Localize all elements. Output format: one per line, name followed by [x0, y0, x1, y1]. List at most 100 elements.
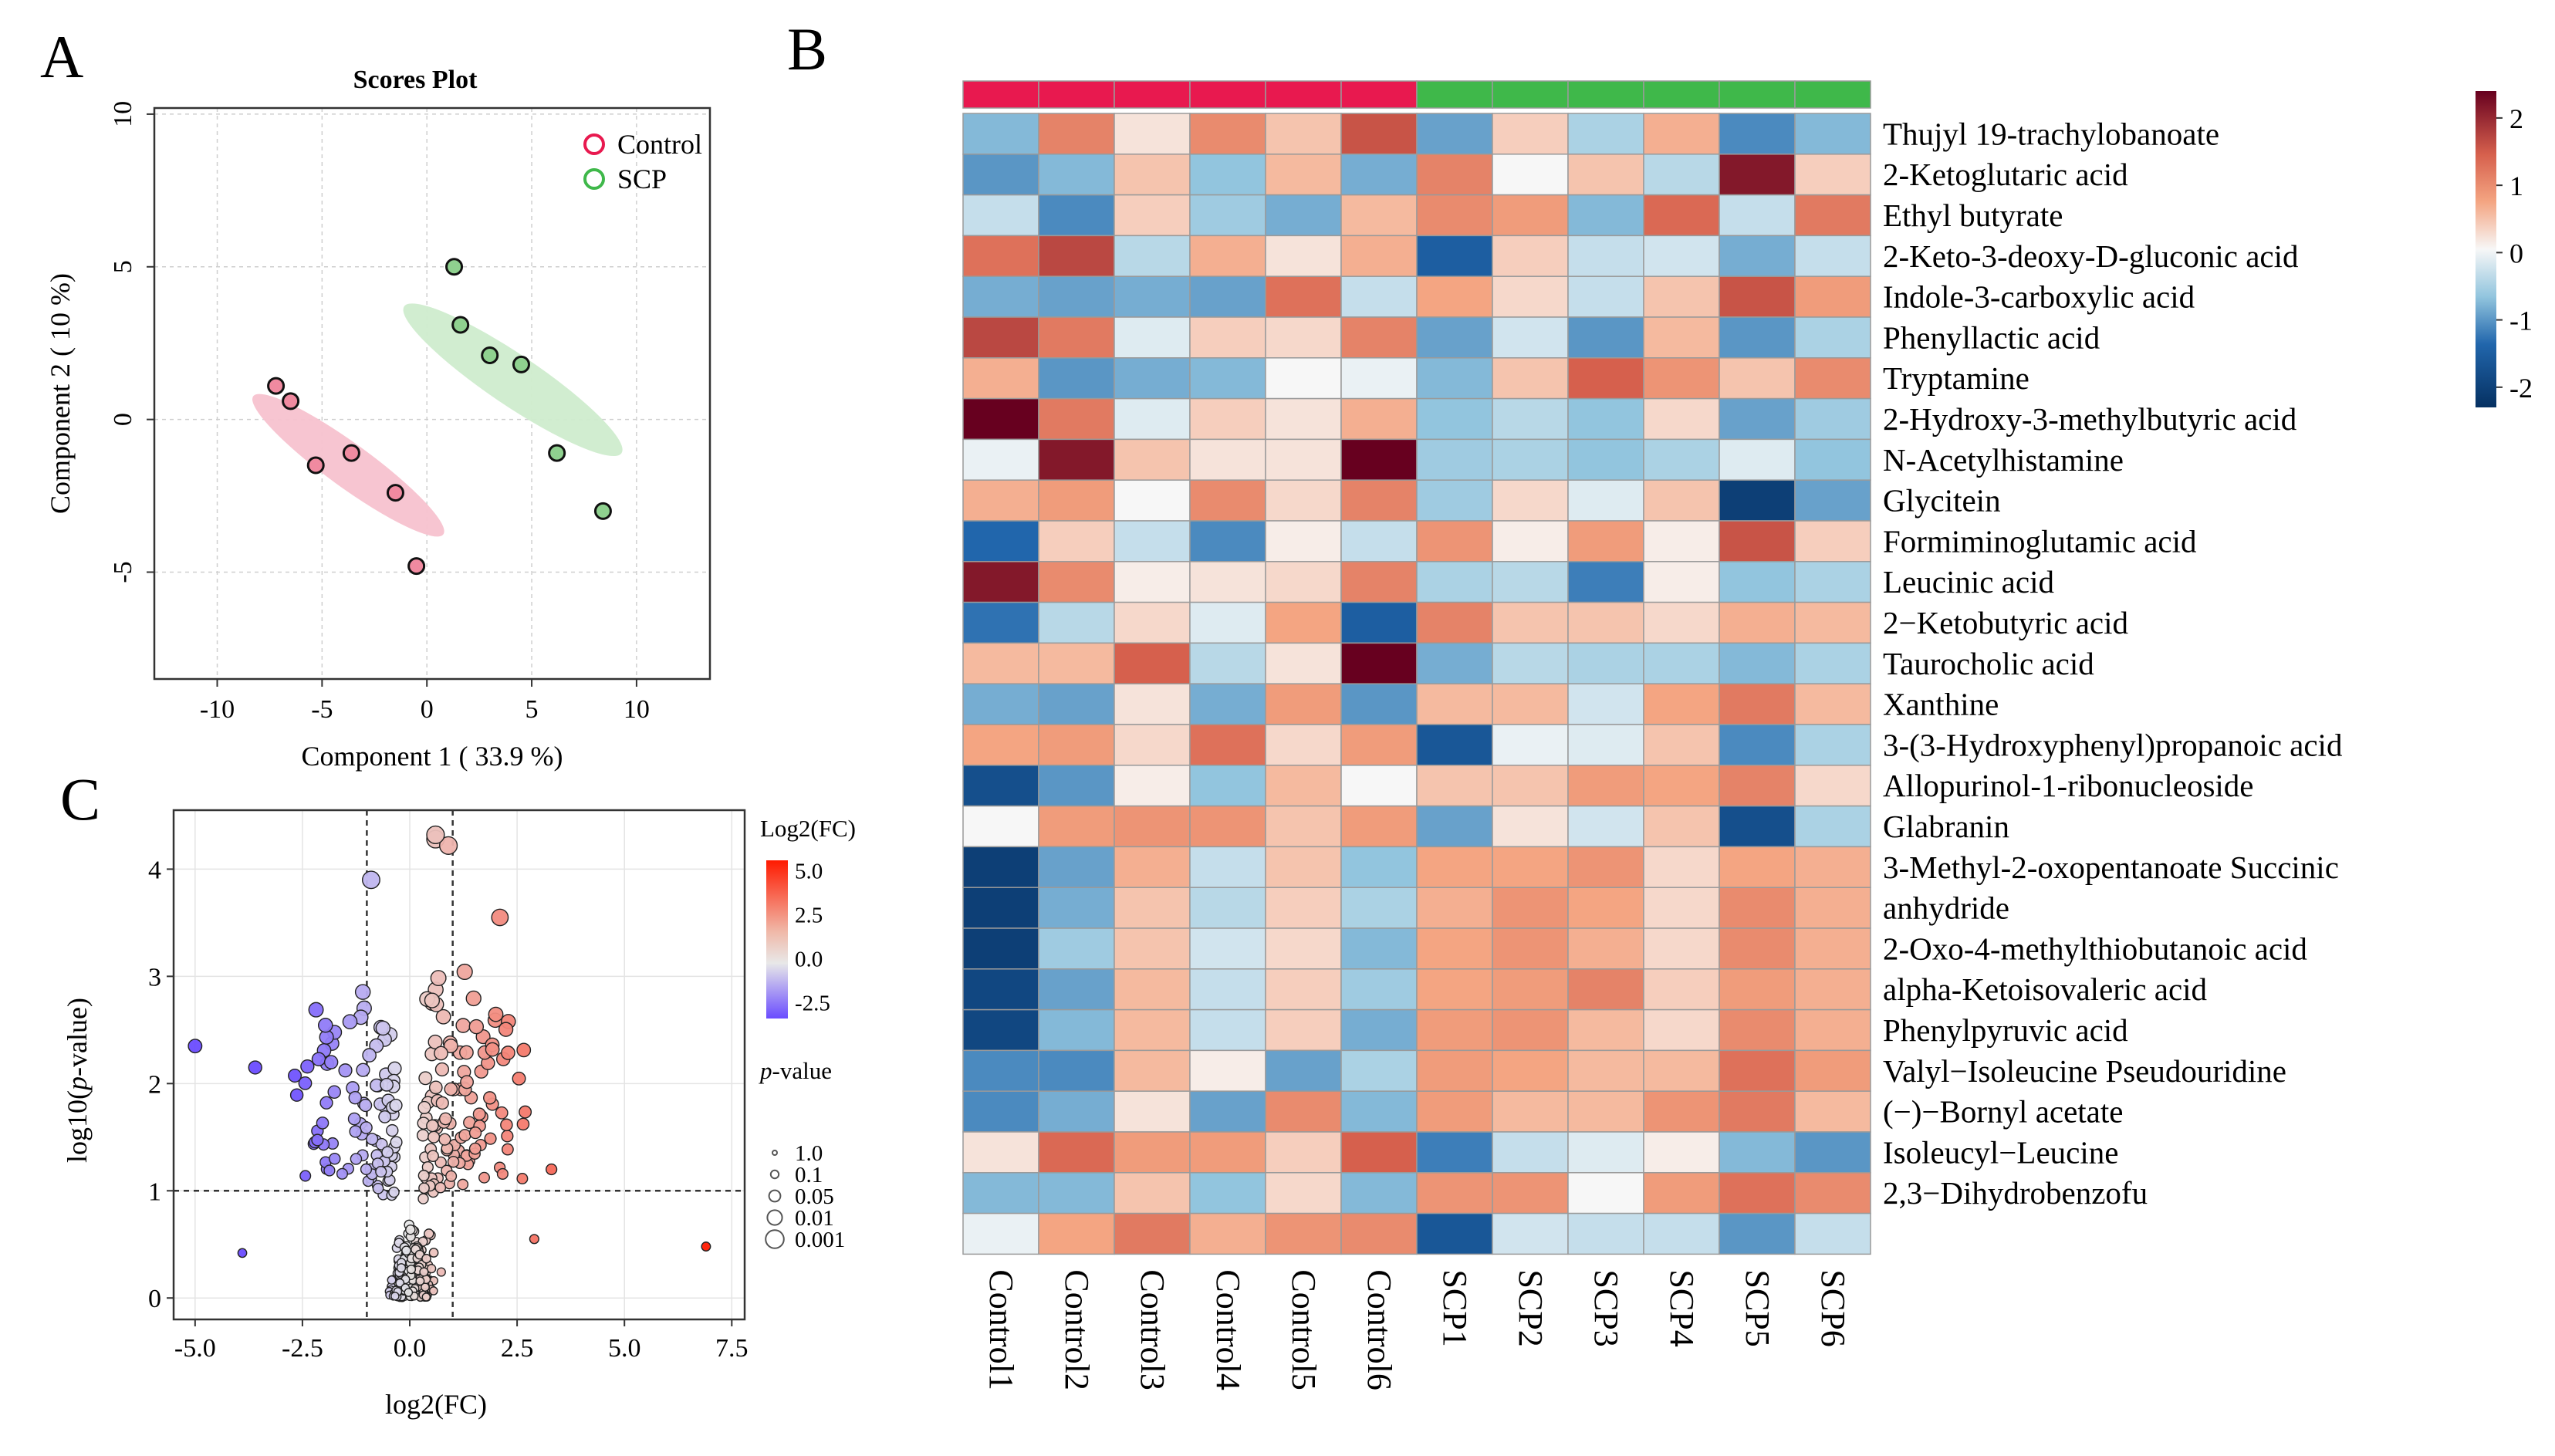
heatmap-cell	[1567, 479, 1644, 522]
heatmap-cell	[1567, 1172, 1644, 1214]
heatmap-cell	[1719, 154, 1796, 196]
group-bar-control	[1265, 80, 1342, 109]
heatmap-cell	[1643, 927, 1720, 970]
volcano-point	[338, 1063, 353, 1078]
heatmap-cell	[1567, 846, 1644, 888]
volcano-point	[501, 1130, 514, 1143]
score-point-scp	[548, 444, 566, 462]
heatmap-cell	[1643, 765, 1720, 807]
heatmap-cell	[1114, 397, 1191, 441]
heatmap-cell	[1643, 805, 1720, 848]
heatmap-cell	[1492, 601, 1569, 644]
heatmap-cell	[1189, 683, 1266, 725]
heatmap-cell	[1643, 1172, 1720, 1214]
volcano-points	[188, 825, 711, 1302]
scores-xtick-label: -10	[200, 695, 235, 724]
heatmap-cell	[1189, 316, 1266, 359]
heatmap-cell	[1038, 561, 1115, 603]
heatmap-cell	[1643, 438, 1720, 481]
size-legend-circle	[769, 1169, 780, 1180]
heatmap-cell	[962, 235, 1039, 277]
heatmap-cell	[1719, 397, 1796, 441]
heatmap-cell	[962, 438, 1039, 481]
heatmap-cell	[1719, 1131, 1796, 1174]
heatmap-group-bar	[962, 80, 1871, 109]
heatmap-cell	[1719, 846, 1796, 888]
volcano-point	[375, 1165, 387, 1178]
heatmap-cell	[1643, 724, 1720, 766]
heatmap-cell	[1340, 1212, 1418, 1255]
heatmap-cell	[1038, 154, 1115, 196]
heatmap-cell	[1719, 113, 1796, 155]
heatmap-cell	[1340, 683, 1418, 725]
heatmap-cell	[1265, 805, 1342, 848]
volcano-point	[488, 1006, 504, 1022]
heatmap-cell	[1794, 642, 1871, 684]
heatmap-colorbar-tick-label: 1	[2509, 171, 2523, 201]
heatmap-cell	[1643, 1049, 1720, 1092]
volcano-point	[457, 1178, 469, 1191]
heatmap-cell	[1567, 765, 1644, 807]
volcano-point	[375, 1020, 391, 1036]
heatmap-cell	[1719, 520, 1796, 562]
heatmap-column-label: Control6	[1360, 1269, 1398, 1390]
heatmap-cell	[1416, 887, 1493, 929]
volcano-point	[395, 1278, 405, 1288]
volcano-point	[360, 1121, 373, 1134]
heatmap-cell	[1189, 235, 1266, 277]
heatmap-cell	[1416, 1090, 1493, 1133]
heatmap-row-label: Thujyl 19-trachylobanoate	[1883, 116, 2219, 151]
volcano-point	[484, 1132, 497, 1145]
size-legend-label: 0.1	[795, 1163, 823, 1187]
heatmap-cell	[1719, 968, 1796, 1011]
size-legend-label: 0.01	[795, 1206, 834, 1231]
heatmap-cell	[1114, 601, 1191, 644]
heatmap-cell	[1719, 1008, 1796, 1052]
heatmap-cell	[1794, 1131, 1871, 1174]
heatmap-cell	[1038, 1172, 1115, 1214]
size-legend-label: 0.05	[795, 1184, 834, 1209]
heatmap-cell	[1794, 357, 1871, 400]
volcano-point	[419, 1267, 429, 1277]
heatmap-cell	[1189, 520, 1266, 562]
volcano-point	[435, 1096, 449, 1110]
heatmap-colorbar-ticks: 2 1 0 -1 -2	[2496, 103, 2533, 404]
heatmap-cell	[1114, 1131, 1191, 1174]
heatmap-cell	[1265, 1090, 1342, 1133]
heatmap-cell	[1567, 805, 1644, 848]
heatmap-cell	[962, 724, 1039, 766]
volcano-point	[327, 1085, 342, 1100]
volcano-point	[387, 1061, 402, 1076]
heatmap-cell	[1719, 927, 1796, 970]
volcano-point	[516, 1172, 529, 1184]
volcano-point	[359, 1098, 373, 1113]
heatmap-cell	[1567, 561, 1644, 603]
heatmap-row-label: 2,3−Dihydrobenzofu	[1883, 1175, 2148, 1211]
heatmap-row-label: 2-Ketoglutaric acid	[1883, 157, 2128, 192]
heatmap-cell	[1189, 397, 1266, 441]
heatmap-cell	[1643, 1212, 1720, 1255]
heatmap-cell	[1794, 479, 1871, 522]
panel-label-b: B	[787, 15, 827, 83]
heatmap-cell	[1340, 316, 1418, 359]
heatmap-column-label: Control3	[1134, 1269, 1171, 1390]
heatmap-cell	[1265, 154, 1342, 196]
heatmap-cell	[1643, 154, 1720, 196]
heatmap-cell	[1038, 805, 1115, 848]
heatmap-row-labels: Thujyl 19-trachylobanoate 2-Ketoglutaric …	[1883, 116, 2342, 1211]
scores-plot-ellipses	[252, 303, 623, 537]
heatmap-cell	[1114, 846, 1191, 888]
volcano-color-legend: Log2(FC) 5.0 2.5 0.0 -2.5	[760, 815, 856, 1019]
volcano-point	[529, 1234, 539, 1245]
heatmap-cell	[1038, 927, 1115, 970]
volcano-xtick-label: 2.5	[501, 1334, 534, 1363]
volcano-point	[428, 1080, 443, 1095]
heatmap-cell	[1114, 765, 1191, 807]
heatmap-cell	[1719, 194, 1796, 237]
heatmap-cell	[962, 275, 1039, 318]
heatmap-cell	[1114, 968, 1191, 1011]
heatmap-cell	[1189, 724, 1266, 766]
heatmap-cell	[1189, 154, 1266, 196]
heatmap-cell	[1794, 846, 1871, 888]
volcano-ytick-label: 4	[148, 856, 161, 884]
